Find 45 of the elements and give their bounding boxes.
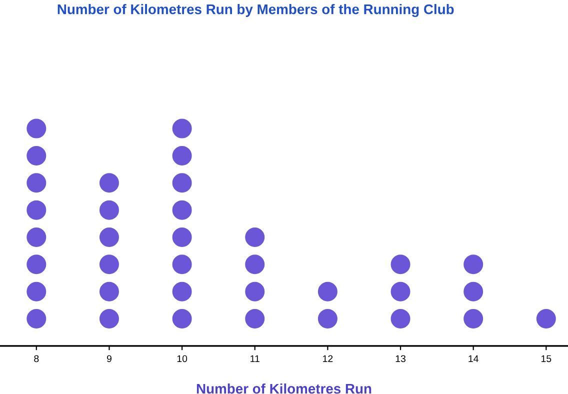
x-tick-label: 12: [323, 355, 333, 362]
chart-title: Number of Kilometres Run by Members of the Running Club: [58, 4, 454, 18]
point: [390, 254, 410, 274]
point: [172, 146, 192, 166]
x-tick-label: 14: [468, 355, 478, 362]
point: [318, 282, 338, 302]
point: [26, 309, 46, 329]
point: [99, 200, 119, 220]
point: [172, 254, 192, 274]
point: [245, 254, 265, 274]
point: [536, 309, 556, 329]
point: [99, 173, 119, 193]
point: [99, 227, 119, 247]
point: [26, 173, 46, 193]
x-tick-label: 8: [34, 355, 39, 362]
point: [26, 227, 46, 247]
point: [26, 146, 46, 166]
point: [99, 282, 119, 302]
point: [245, 309, 265, 329]
point: [172, 200, 192, 220]
x-axis-title: Number of Kilometres Run: [196, 383, 372, 394]
point: [172, 282, 192, 302]
point: [172, 118, 192, 138]
point: [464, 282, 484, 302]
x-tick-label: 15: [541, 355, 552, 362]
point: [172, 309, 192, 329]
point: [245, 282, 265, 302]
point: [26, 282, 46, 302]
point: [464, 309, 484, 329]
point: [26, 118, 46, 138]
x-tick-label: 9: [106, 355, 112, 362]
point: [172, 227, 192, 247]
point: [464, 254, 484, 274]
point: [172, 173, 192, 193]
point: [318, 309, 338, 329]
point: [245, 227, 265, 247]
x-tick-label: 11: [250, 355, 260, 362]
x-tick-label: 13: [396, 355, 406, 362]
x-tick-label: 10: [177, 355, 188, 362]
point: [26, 254, 46, 274]
point: [390, 282, 410, 302]
point: [99, 309, 119, 329]
point: [390, 309, 410, 329]
point: [26, 200, 46, 220]
point: [99, 254, 119, 274]
